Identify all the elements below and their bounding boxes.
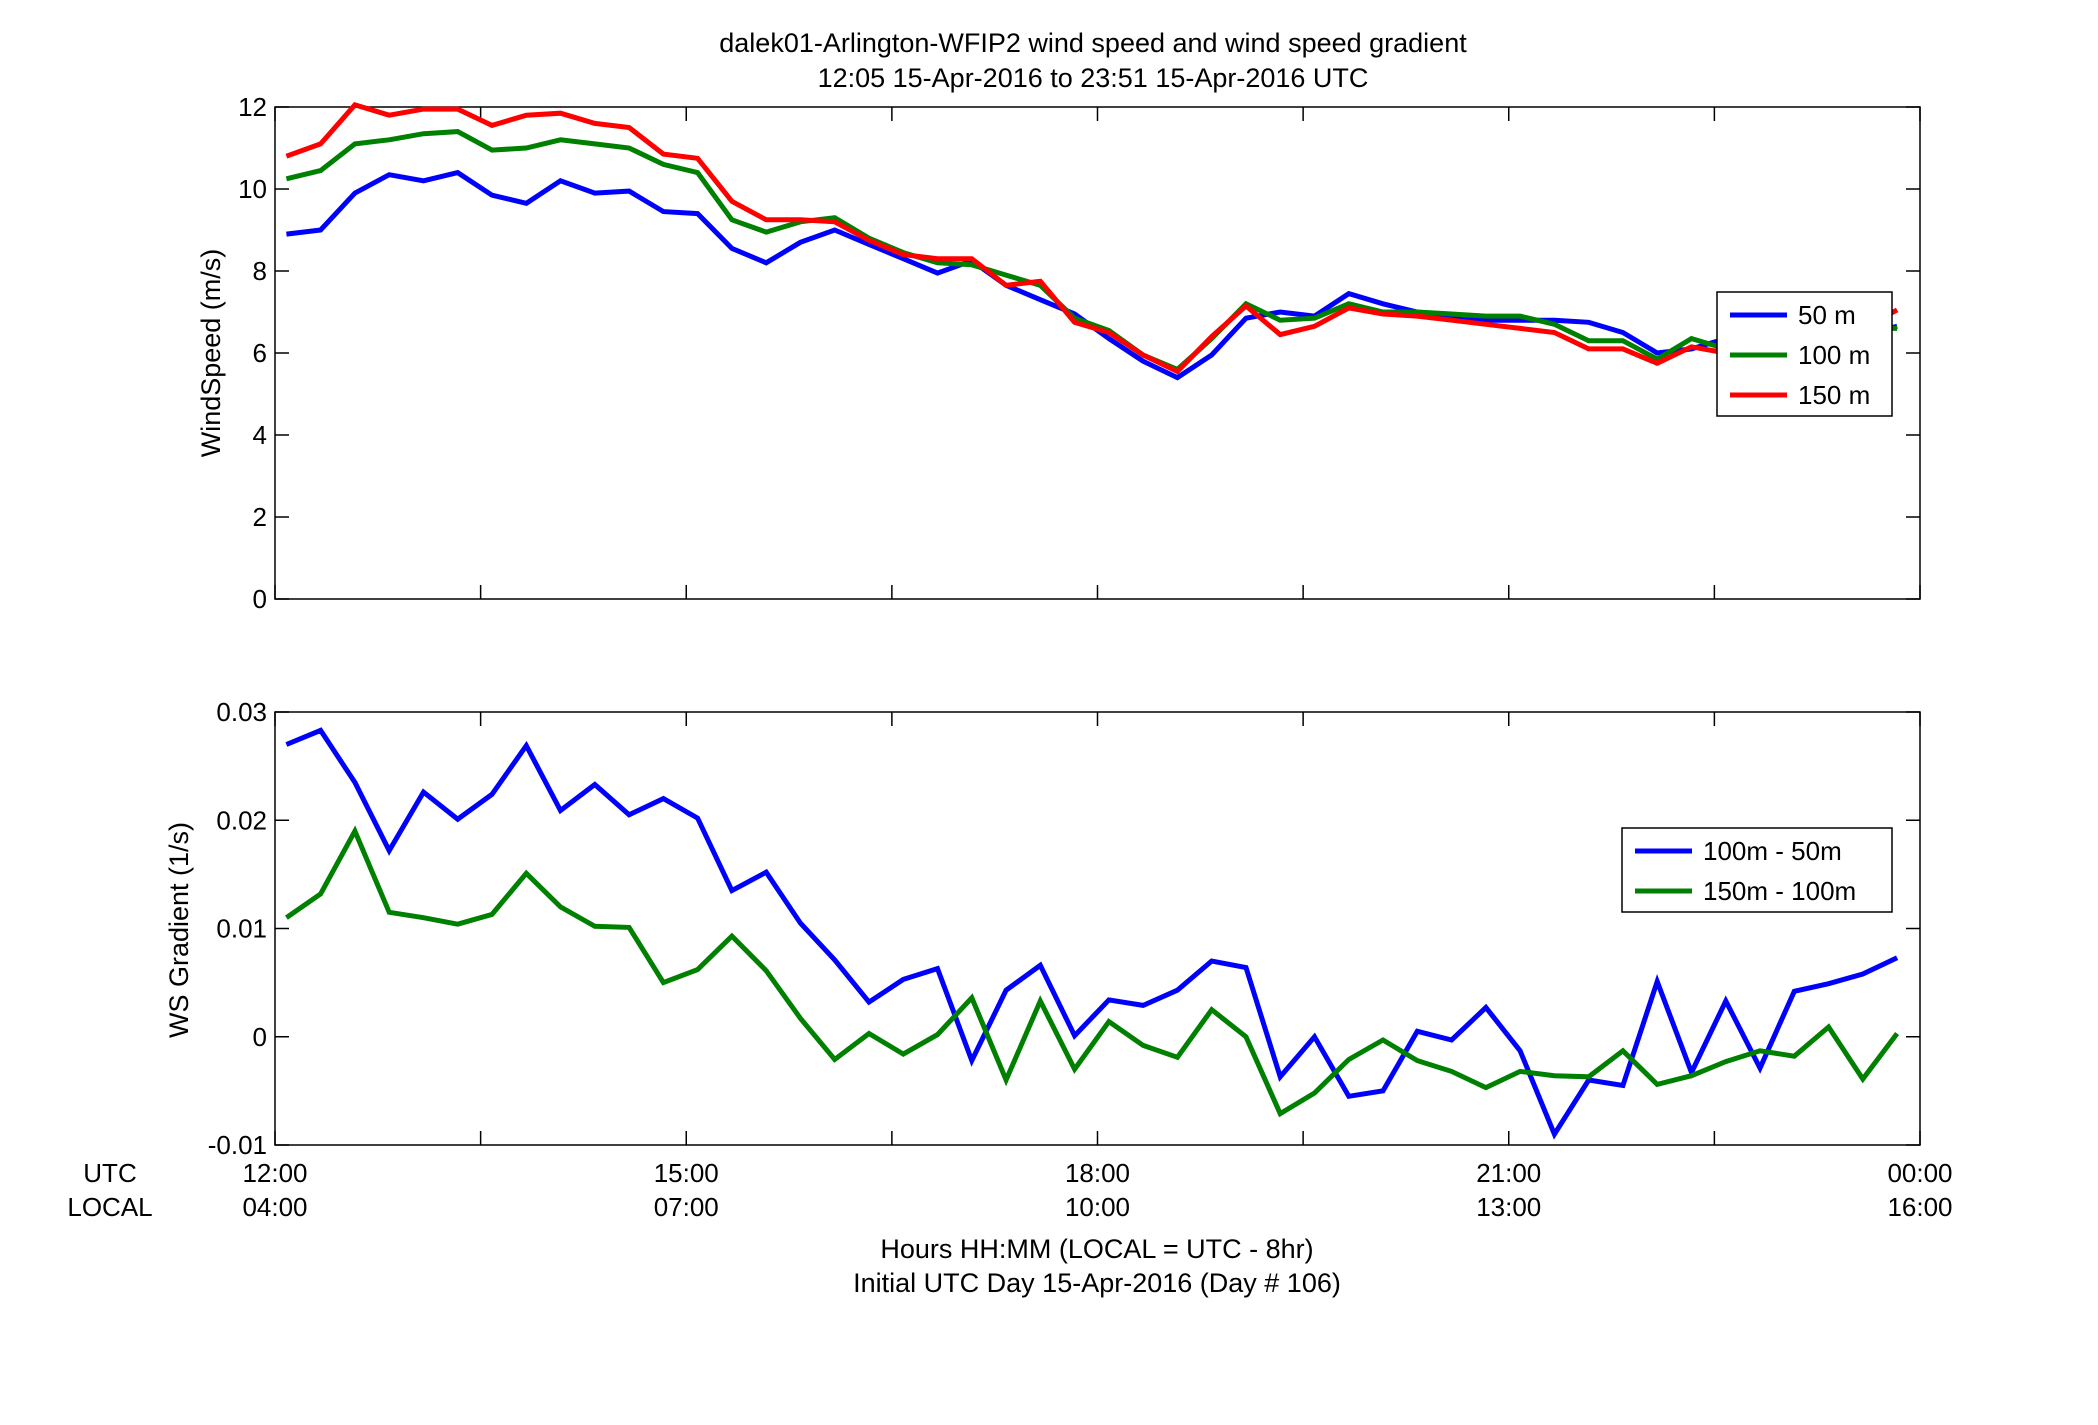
wind-speed-legend: 50 m 100 m 150 m (1716, 291, 1893, 417)
ws-gradient-y-tick-label: 0.03 (216, 697, 267, 727)
wind-speed-panel: 0 2 4 6 8 10 12 WindSpeed (m/s) 50 m 100 m 150… (196, 92, 1921, 614)
utc-tick-label: 12:00 (242, 1158, 307, 1188)
local-tick-label: 16:00 (1887, 1192, 1952, 1222)
legend-label-100m: 100 m (1798, 340, 1870, 370)
local-tick-label: 04:00 (242, 1192, 307, 1222)
local-tick-labels: 04:00 07:00 10:00 13:00 16:00 (242, 1192, 1952, 1222)
ws-gradient-y-tick-label: -0.01 (208, 1130, 267, 1160)
ws-gradient-y-tick-label: 0.01 (216, 914, 267, 944)
utc-tick-label: 15:00 (654, 1158, 719, 1188)
x-axis-label-line-2: Initial UTC Day 15-Apr-2016 (Day # 106) (853, 1268, 1341, 1298)
wind-speed-series (285, 102, 1899, 381)
utc-tick-label: 18:00 (1065, 1158, 1130, 1188)
wind-speed-y-axis-label: WindSpeed (m/s) (196, 249, 226, 458)
legend-label-100m-50m: 100m - 50m (1703, 836, 1842, 866)
ws-gradient-series-line-0 (285, 727, 1899, 1140)
x-axis-label-line-1: Hours HH:MM (LOCAL = UTC - 8hr) (880, 1234, 1313, 1264)
legend-label-150m-100m: 150m - 100m (1703, 876, 1856, 906)
utc-row-label: UTC (83, 1158, 136, 1188)
ws-gradient-y-axis-label: WS Gradient (1/s) (164, 822, 194, 1038)
ws-gradient-legend: 100m - 50m 150m - 100m (1621, 827, 1893, 913)
legend-label-50m: 50 m (1798, 300, 1856, 330)
local-tick-label: 13:00 (1476, 1192, 1541, 1222)
utc-tick-label: 21:00 (1476, 1158, 1541, 1188)
ws-gradient-y-ticks: -0.01 0 0.01 0.02 0.03 (208, 697, 1920, 1160)
ws-gradient-y-tick-label: 0 (253, 1022, 267, 1052)
wind-speed-y-tick-label: 2 (253, 502, 267, 532)
wind-speed-series-line-2 (285, 102, 1899, 375)
ws-gradient-y-tick-label: 0.02 (216, 805, 267, 835)
ws-gradient-legend-box (1621, 827, 1893, 913)
local-tick-label: 10:00 (1065, 1192, 1130, 1222)
ws-gradient-panel: -0.01 0 0.01 0.02 0.03 WS Gradient (1/s) 100… (164, 697, 1921, 1160)
ws-gradient-series (284, 727, 1900, 1140)
legend-label-150m: 150 m (1798, 380, 1870, 410)
local-row-label: LOCAL (67, 1192, 152, 1222)
wind-speed-series-line-1 (285, 129, 1898, 373)
utc-tick-label: 00:00 (1887, 1158, 1952, 1188)
wind-speed-y-ticks: 0 2 4 6 8 10 12 (238, 92, 1920, 614)
wind-speed-y-tick-label: 8 (253, 256, 267, 286)
ws-gradient-x-ticks (274, 712, 1921, 1145)
utc-tick-labels: 12:00 15:00 18:00 21:00 00:00 (242, 1158, 1952, 1188)
chart-title-line-2: 12:05 15-Apr-2016 to 23:51 15-Apr-2016 U… (818, 63, 1369, 93)
wind-speed-y-tick-label: 6 (253, 338, 267, 368)
ws-gradient-series-line-1 (284, 825, 1900, 1118)
local-tick-label: 07:00 (654, 1192, 719, 1222)
wind-speed-y-tick-label: 0 (253, 584, 267, 614)
wind-speed-y-tick-label: 10 (238, 174, 267, 204)
wind-speed-y-tick-label: 12 (238, 92, 267, 122)
wind-speed-x-ticks (274, 107, 1921, 599)
wind-speed-y-tick-label: 4 (253, 420, 267, 450)
chart-title-line-1: dalek01-Arlington-WFIP2 wind speed and w… (719, 28, 1467, 58)
